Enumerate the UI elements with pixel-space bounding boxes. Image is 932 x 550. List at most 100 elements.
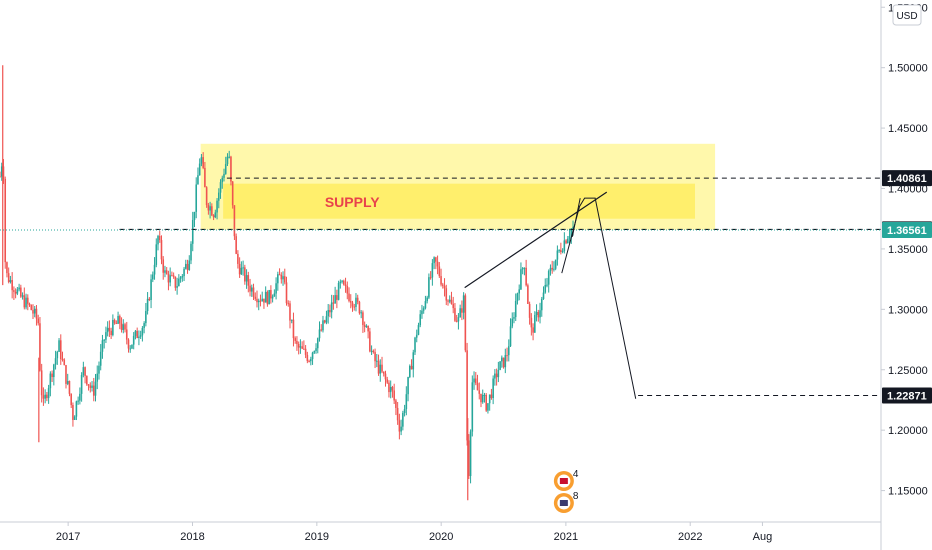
candle: [167, 270, 170, 291]
candle-body: [245, 275, 248, 282]
event-badge[interactable]: 4: [553, 469, 579, 491]
candle: [520, 262, 522, 290]
candle-body: [303, 348, 305, 350]
candle-body: [61, 359, 64, 361]
candle: [492, 375, 494, 405]
candle-body: [231, 181, 234, 206]
candle: [35, 305, 38, 326]
candle: [537, 309, 540, 322]
candle: [544, 278, 547, 294]
candle: [42, 387, 45, 406]
candle: [268, 289, 270, 305]
candle-body: [542, 292, 545, 299]
candle-body: [481, 394, 484, 403]
candle: [117, 311, 119, 325]
candle-body: [30, 305, 33, 310]
candle-body: [26, 297, 29, 304]
candle: [461, 300, 463, 321]
candle-body: [127, 339, 130, 349]
candle-body: [513, 317, 515, 319]
candle-body: [158, 235, 161, 241]
candle: [360, 310, 362, 319]
candle: [275, 277, 277, 300]
price-axis[interactable]: 1.550001.500001.450001.400001.350001.300…: [881, 2, 928, 498]
candle-body: [202, 157, 204, 168]
event-badge[interactable]: 8: [553, 491, 579, 513]
candle-body: [471, 382, 474, 432]
candle: [466, 342, 468, 446]
candle-body: [294, 338, 296, 341]
candle-body: [407, 377, 409, 395]
candle-body: [374, 352, 376, 362]
event-badges[interactable]: 48: [553, 469, 579, 513]
candle: [211, 203, 213, 217]
candle-body: [283, 276, 286, 283]
candle-body: [207, 205, 210, 211]
candle-body: [417, 325, 420, 335]
candle-body: [2, 166, 5, 179]
candle: [450, 291, 453, 305]
candle-body: [91, 385, 93, 388]
candle-body: [415, 334, 418, 338]
y-tick-label: 1.30000: [888, 304, 928, 316]
candle: [448, 295, 451, 304]
candle-body: [16, 289, 19, 294]
x-tick-label: 2021: [554, 531, 578, 543]
candle-body: [490, 394, 493, 399]
candle: [558, 249, 560, 253]
candle-body: [421, 310, 423, 315]
candle: [46, 391, 48, 402]
candle-body: [59, 340, 62, 360]
candle: [296, 336, 298, 351]
candle: [39, 316, 41, 372]
candle: [490, 388, 493, 400]
event-badge-count: 8: [573, 491, 579, 502]
candle-body: [478, 390, 481, 394]
candle-body: [535, 311, 538, 316]
candle-body: [507, 346, 510, 356]
candle-body: [381, 364, 383, 372]
candle-body: [214, 212, 217, 218]
candle: [129, 345, 132, 353]
candle: [292, 312, 295, 347]
candle: [514, 293, 517, 322]
candle-body: [256, 298, 258, 303]
candle: [283, 268, 286, 285]
candle-body: [37, 318, 40, 324]
candle: [421, 304, 423, 319]
candle: [525, 259, 527, 287]
candle-body: [414, 337, 416, 353]
candle-body: [224, 164, 227, 174]
candle-body: [462, 295, 465, 313]
candle-body: [200, 157, 203, 164]
candle: [145, 303, 147, 327]
candle-body: [313, 351, 316, 353]
candle: [110, 327, 112, 339]
candle-body: [197, 175, 199, 185]
candle-body: [150, 279, 152, 300]
candle-body: [426, 297, 428, 302]
candle-body: [4, 178, 7, 263]
candle-body: [254, 296, 257, 299]
candle: [219, 179, 222, 199]
y-tick-label: 1.25000: [888, 365, 928, 377]
candle-body: [488, 394, 491, 404]
candle-body: [47, 388, 50, 399]
candle-body: [77, 400, 79, 402]
candle: [86, 375, 88, 386]
candle-body: [216, 200, 218, 213]
currency-button[interactable]: USD: [892, 4, 922, 26]
candle-body: [148, 298, 151, 300]
candle-body: [546, 284, 548, 286]
candle: [179, 276, 182, 283]
time-axis[interactable]: 2017 2018 2019 2020 2021 2022 Aug: [56, 522, 772, 543]
candle-body: [129, 348, 132, 350]
candle: [2, 159, 5, 184]
candle-body: [290, 319, 293, 321]
candle-body: [365, 326, 368, 328]
candle-body: [153, 264, 156, 275]
candle: [82, 361, 85, 378]
candle-body: [110, 330, 112, 336]
